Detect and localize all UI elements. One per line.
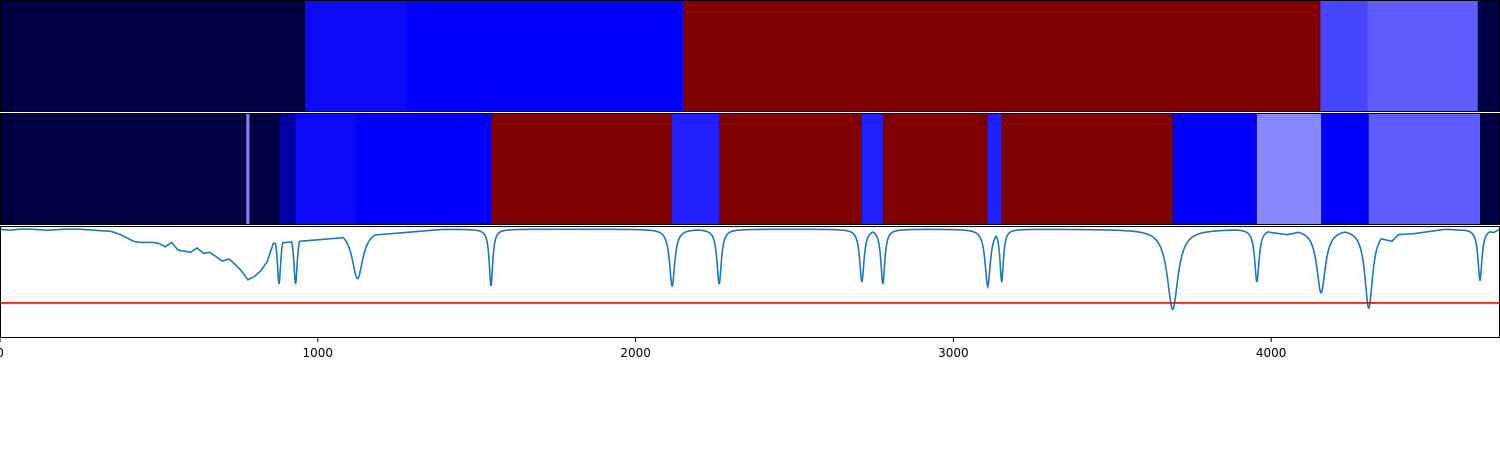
top-band-segment: [1477, 1, 1500, 112]
bottom-band-segment: [279, 114, 297, 225]
x-tick-label: 2000: [620, 346, 651, 360]
series-line: [0, 228, 1500, 311]
bottom-band-segment: [246, 114, 250, 225]
bottom-band-segment: [861, 114, 884, 225]
bottom-band-segment: [672, 114, 720, 225]
top-band-segment: [0, 1, 306, 112]
bottom-band-segment: [0, 114, 247, 225]
bottom-segment-band: [0, 114, 1500, 225]
bottom-band-segment: [1256, 114, 1322, 225]
bottom-band-segment: [1001, 114, 1174, 225]
bottom-band-segment: [1368, 114, 1481, 225]
bottom-band-segment: [249, 114, 281, 225]
top-band-segment: [1367, 1, 1479, 112]
bottom-band-segment: [1321, 114, 1370, 225]
bottom-band-segment: [1172, 114, 1258, 225]
bottom-band-segment: [355, 114, 492, 225]
top-segment-band: [0, 1, 1500, 112]
top-band-segment: [406, 1, 684, 112]
bottom-band-segment: [719, 114, 863, 225]
x-tick-label: 4000: [1256, 346, 1287, 360]
top-band-segment: [683, 1, 1321, 112]
x-tick-label: 1000: [303, 346, 334, 360]
top-band-segment: [305, 1, 408, 112]
line-layer: [0, 228, 1500, 311]
x-tick-label: 0: [0, 346, 4, 360]
x-tick-label: 3000: [938, 346, 969, 360]
bottom-band-segment: [1479, 114, 1500, 225]
top-band-segment: [1320, 1, 1368, 112]
bottom-band-segment: [295, 114, 357, 225]
x-axis: 0 1000 2000 3000 4000: [0, 338, 1286, 360]
line-panel: [0, 226, 1500, 338]
bottom-band-segment: [987, 114, 1003, 225]
line-panel-background: [0, 226, 1500, 338]
bottom-band-segment: [882, 114, 989, 225]
bottom-band-segment: [491, 114, 673, 225]
